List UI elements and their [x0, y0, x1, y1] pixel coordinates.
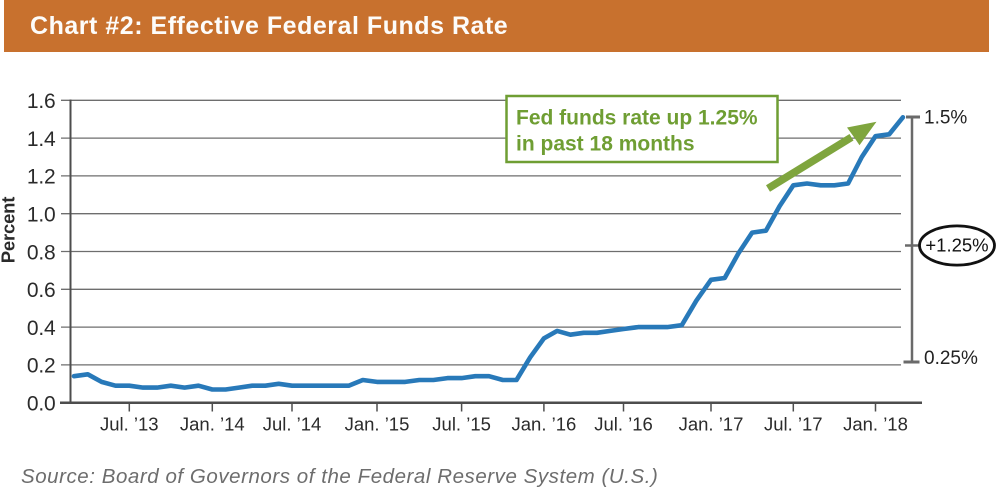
svg-text:Jul. ’17: Jul. ’17 [764, 414, 823, 435]
svg-text:+1.25%: +1.25% [925, 235, 988, 256]
svg-text:1.4: 1.4 [27, 128, 56, 151]
svg-text:0.8: 0.8 [27, 241, 56, 264]
svg-text:Jan. ’17: Jan. ’17 [679, 414, 744, 435]
svg-text:0.2: 0.2 [27, 355, 56, 378]
svg-text:Percent: Percent [0, 197, 19, 264]
svg-text:0.6: 0.6 [27, 279, 56, 302]
svg-text:0.4: 0.4 [27, 317, 56, 340]
svg-text:1.6: 1.6 [27, 90, 56, 113]
svg-text:Source: Board of Governors of: Source: Board of Governors of the Federa… [21, 465, 658, 488]
svg-text:Jan. ’18: Jan. ’18 [843, 414, 908, 435]
svg-text:Jan. ’14: Jan. ’14 [180, 414, 245, 435]
svg-text:Jul. ’14: Jul. ’14 [263, 414, 322, 435]
svg-text:1.2: 1.2 [27, 166, 56, 189]
svg-text:Jul. ’15: Jul. ’15 [432, 414, 491, 435]
svg-text:0.0: 0.0 [27, 393, 56, 416]
svg-text:Jul. ’13: Jul. ’13 [100, 414, 159, 435]
svg-text:in past 18 months: in past 18 months [516, 133, 695, 156]
svg-text:Jan. ’15: Jan. ’15 [345, 414, 410, 435]
svg-text:Fed funds rate up 1.25%: Fed funds rate up 1.25% [516, 107, 758, 130]
svg-text:0.25%: 0.25% [924, 348, 978, 369]
svg-text:Jan. ’16: Jan. ’16 [512, 414, 577, 435]
svg-text:1.5%: 1.5% [924, 108, 967, 129]
svg-text:1.0: 1.0 [27, 204, 56, 227]
svg-text:Jul. ’16: Jul. ’16 [594, 414, 653, 435]
